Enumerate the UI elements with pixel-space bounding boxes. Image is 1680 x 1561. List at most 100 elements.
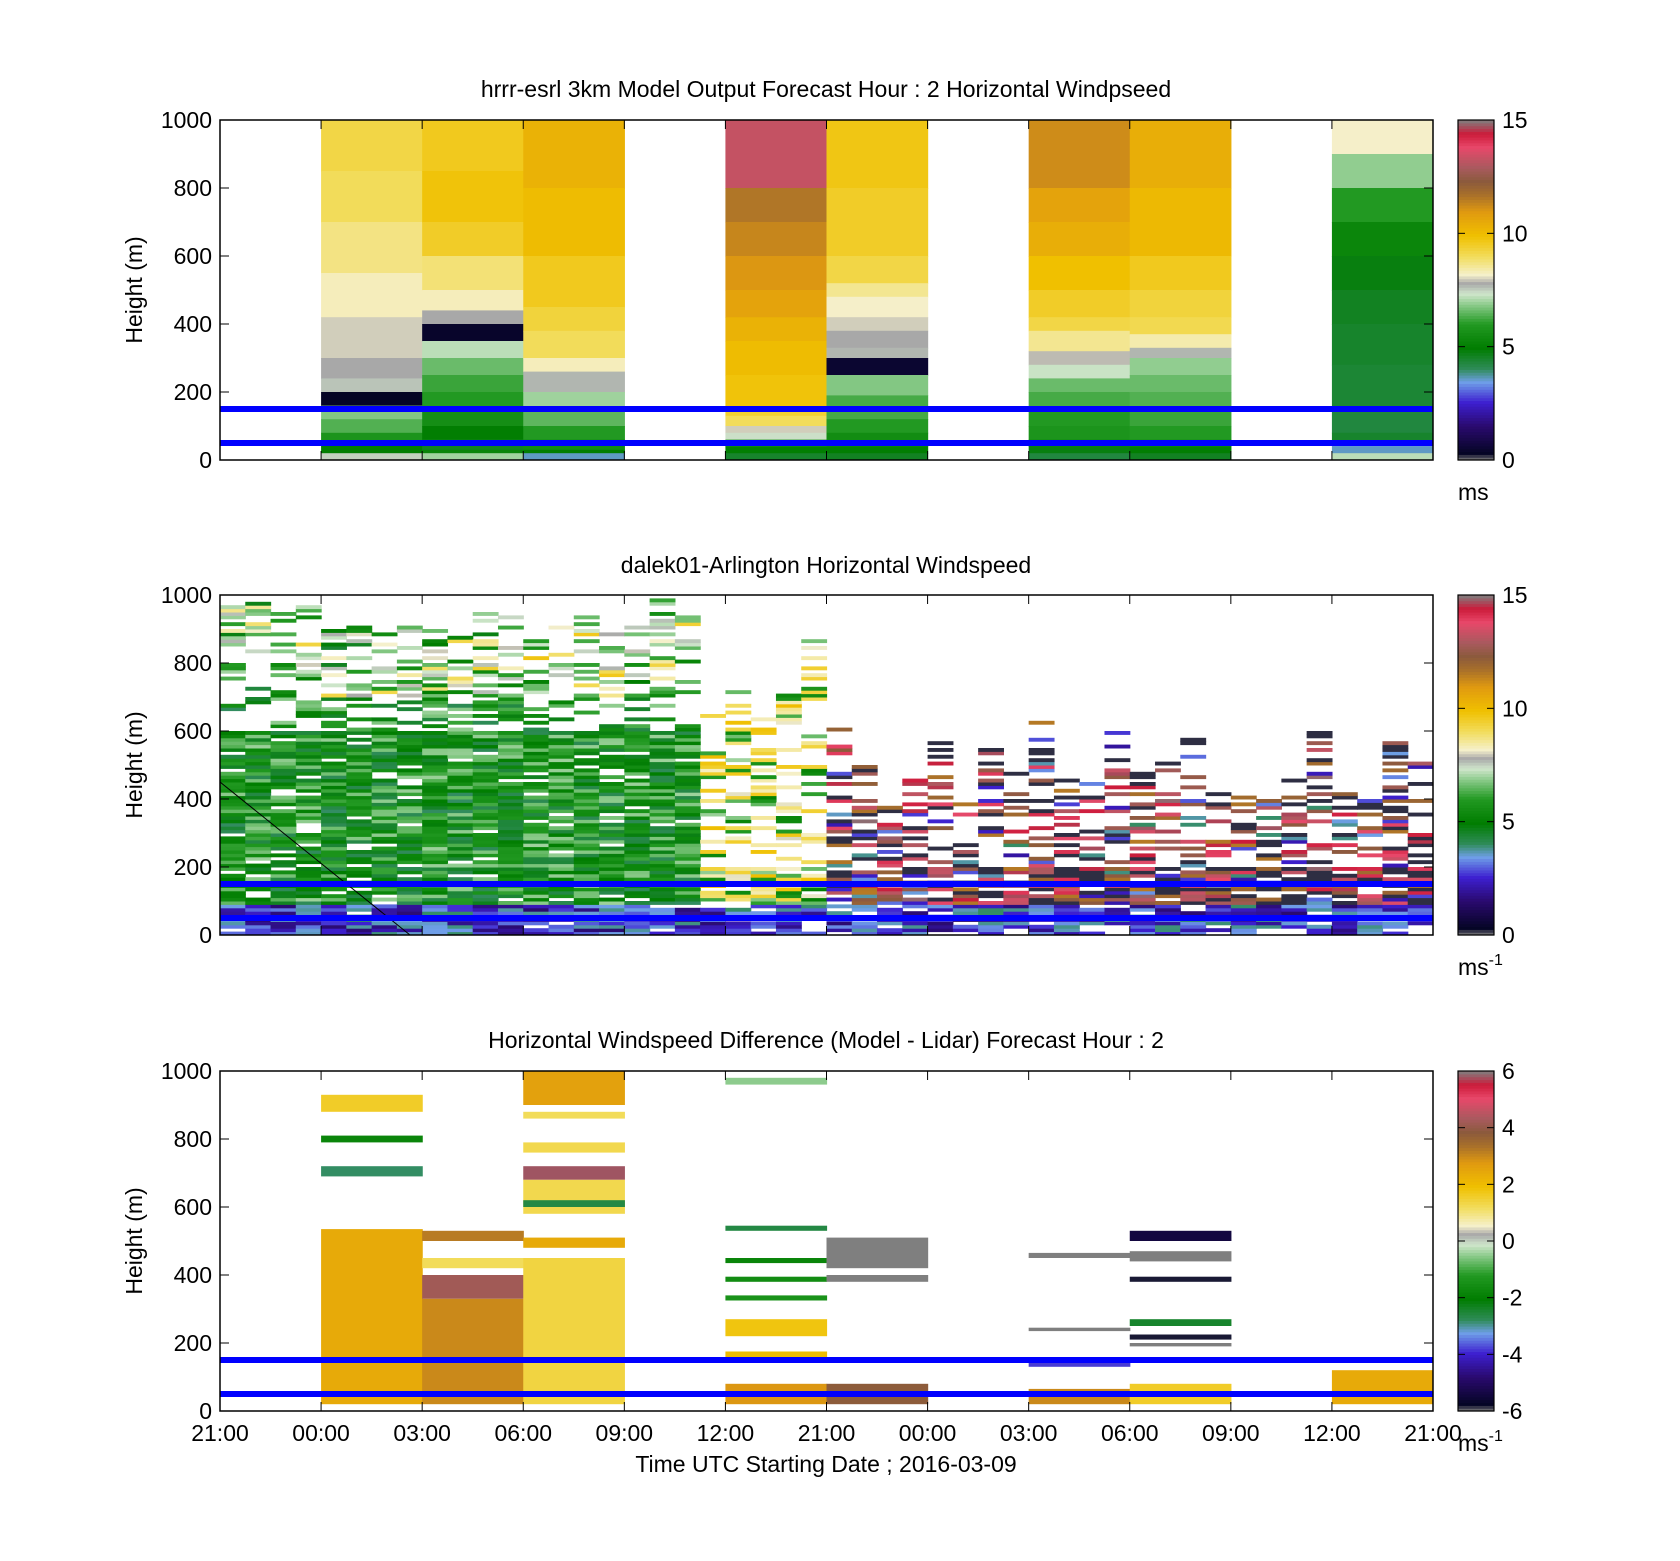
lidar-cell xyxy=(497,901,524,905)
lidar-cell xyxy=(220,846,246,851)
lidar-cell xyxy=(497,700,524,705)
lidar-cell xyxy=(952,867,979,871)
lidar-cell xyxy=(851,819,878,824)
lidar-cell xyxy=(1281,850,1308,854)
colorbar-swatch xyxy=(1458,1311,1494,1316)
lidar-cell xyxy=(1129,894,1156,899)
lidar-cell xyxy=(371,799,398,803)
lidar-cell xyxy=(775,700,802,705)
lidar-cell xyxy=(927,748,954,752)
y-tick-label: 600 xyxy=(174,718,212,744)
x-tick-label: 21:00 xyxy=(1404,1420,1462,1446)
colorbar-swatch xyxy=(1458,1192,1494,1197)
colorbar-swatch xyxy=(1458,261,1494,266)
lidar-cell xyxy=(1331,812,1358,817)
lidar-cell xyxy=(1155,924,1181,929)
lidar-cell xyxy=(1230,846,1257,851)
lidar-cell xyxy=(1230,907,1257,912)
colorbar-swatch xyxy=(1458,1260,1494,1265)
lidar-cell xyxy=(1053,897,1080,902)
lidar-cell xyxy=(1407,761,1433,766)
lidar-cell xyxy=(321,693,347,698)
lidar-cell xyxy=(1382,890,1409,895)
lidar-cell xyxy=(321,931,347,935)
lidar-cell xyxy=(573,751,600,756)
colorbar-swatch xyxy=(1458,315,1494,319)
lidar-cell xyxy=(270,907,297,912)
lidar-cell xyxy=(1382,741,1409,746)
lidar-cell xyxy=(523,690,550,695)
lidar-cell xyxy=(497,856,524,861)
lidar-cell xyxy=(447,727,474,732)
colorbar-tick-label: 10 xyxy=(1502,695,1528,721)
lidar-cell xyxy=(422,867,449,871)
lidar-cell xyxy=(422,873,449,878)
lidar-cell xyxy=(371,860,398,865)
lidar-cell xyxy=(1256,853,1282,858)
model-cell xyxy=(1129,358,1232,376)
colorbar-swatch xyxy=(1458,145,1494,149)
lidar-cell xyxy=(674,860,701,865)
lidar-cell xyxy=(700,890,727,895)
lidar-cell xyxy=(700,897,727,902)
lidar-cell xyxy=(1079,870,1106,875)
lidar-cell xyxy=(851,877,878,882)
lidar-cell xyxy=(245,649,272,654)
colorbar-swatch xyxy=(1458,660,1494,664)
lidar-cell xyxy=(700,907,727,912)
colorbar-swatch xyxy=(1458,603,1494,607)
lidar-cell xyxy=(295,758,322,763)
lidar-cell xyxy=(649,771,676,776)
lidar-cell xyxy=(396,748,423,752)
lidar-cell xyxy=(1129,887,1156,892)
colorbar-swatch xyxy=(1458,1314,1494,1319)
lidar-cell xyxy=(801,690,828,695)
lidar-cell xyxy=(321,666,347,671)
lidar-cell xyxy=(1129,907,1156,912)
colorbar-swatch xyxy=(1458,443,1494,447)
lidar-cell xyxy=(1382,751,1409,756)
lidar-cell xyxy=(497,799,524,803)
model-cell xyxy=(1028,364,1131,379)
lidar-cell xyxy=(270,887,297,892)
lidar-cell xyxy=(674,850,701,854)
lidar-cell xyxy=(295,873,322,878)
lidar-cell xyxy=(523,843,550,848)
lidar-cell xyxy=(371,890,398,895)
lidar-cell xyxy=(220,785,246,790)
lidar-cell xyxy=(1256,921,1282,926)
colorbar-swatch xyxy=(1458,307,1494,311)
lidar-cell xyxy=(649,663,676,667)
lidar-cell xyxy=(548,867,575,871)
lidar-cell xyxy=(573,649,600,654)
lidar-cell xyxy=(1230,897,1257,902)
model-cell xyxy=(826,317,929,332)
lidar-cell xyxy=(396,816,423,820)
lidar-cell xyxy=(422,911,449,916)
lidar-cell xyxy=(270,751,297,756)
colorbar-swatch xyxy=(1458,663,1494,667)
lidar-cell xyxy=(1129,822,1156,827)
lidar-cell xyxy=(978,877,1004,882)
lidar-cell xyxy=(371,642,398,647)
lidar-cell xyxy=(674,836,701,841)
lidar-cell xyxy=(295,751,322,756)
model-cell xyxy=(1028,317,1131,332)
lidar-cell xyxy=(1028,778,1055,783)
colorbar-swatch xyxy=(1458,219,1494,223)
lidar-cell xyxy=(851,771,878,776)
lidar-cell xyxy=(573,856,600,861)
colorbar-swatch xyxy=(1458,258,1494,263)
lidar-cell xyxy=(1180,860,1207,865)
lidar-cell xyxy=(321,894,347,899)
lidar-cell xyxy=(422,833,449,837)
lidar-cell xyxy=(245,754,272,759)
lidar-cell xyxy=(674,856,701,861)
colorbar-swatch xyxy=(1458,1175,1494,1180)
colorbar-swatch xyxy=(1458,1360,1494,1364)
y-tick-label: 400 xyxy=(174,1262,212,1288)
lidar-cell xyxy=(1331,887,1358,892)
lidar-cell xyxy=(472,785,499,790)
panel-lidar-ylabel: Height (m) xyxy=(121,711,147,818)
lidar-cell xyxy=(1028,901,1055,905)
